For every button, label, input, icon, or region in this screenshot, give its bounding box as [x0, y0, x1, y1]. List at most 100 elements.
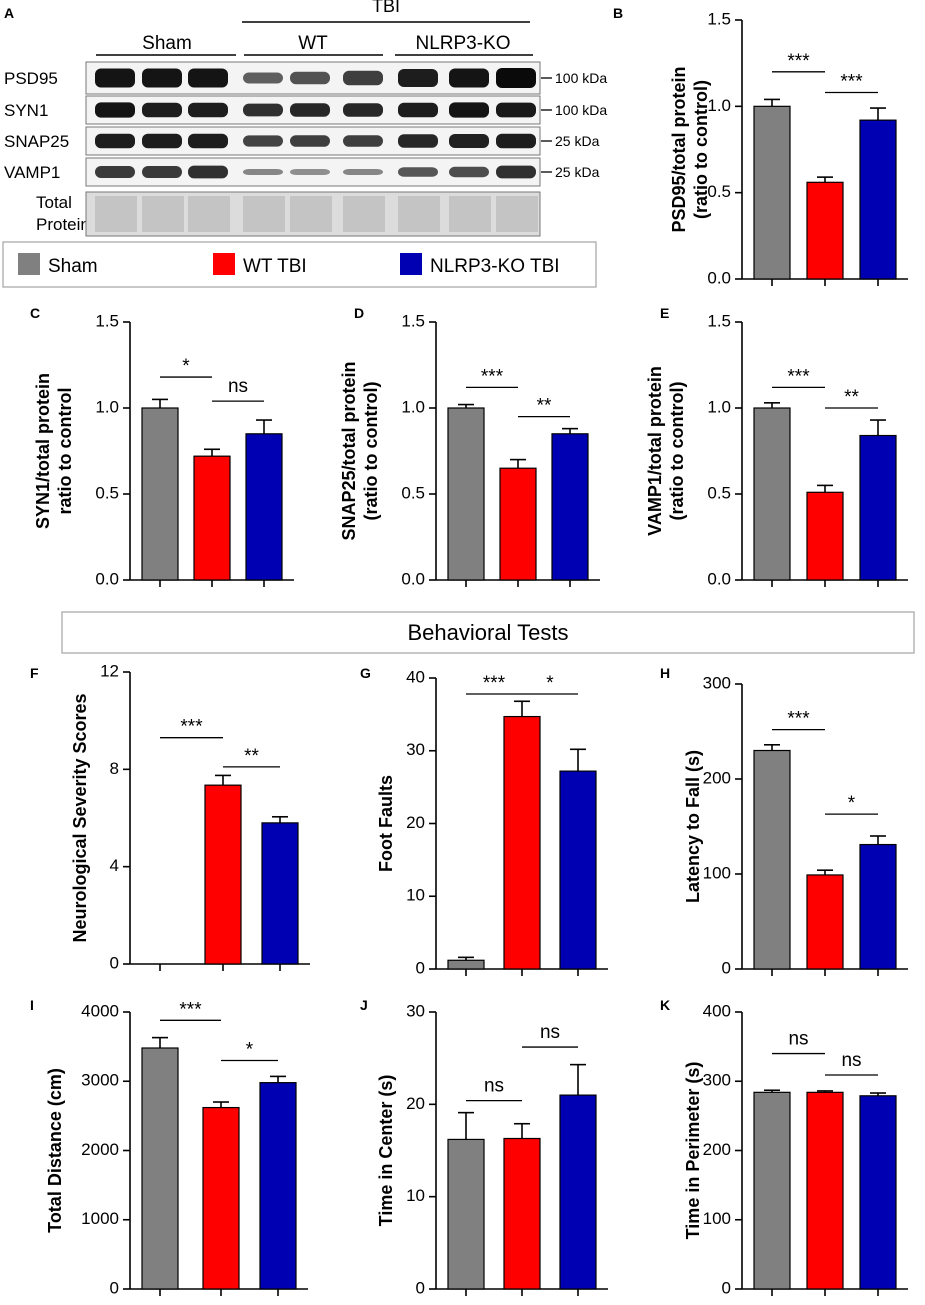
group-label-wt: WT [298, 33, 328, 54]
blot-lane [496, 196, 538, 232]
blot-row: VAMP1 25 kDa [4, 157, 600, 187]
significance-label: *** [787, 709, 810, 730]
bar-g-0 [447, 959, 485, 970]
blot-band [188, 102, 228, 118]
y-axis-label: VAMP1/total protein (ratio to control) [645, 366, 687, 536]
blot-band [243, 72, 283, 84]
blot-band [398, 102, 438, 118]
panel-letter: E [660, 305, 669, 321]
bar-c-0 [141, 407, 179, 581]
blot-band [188, 165, 228, 179]
bar-g-1 [503, 715, 541, 970]
blot-lane [243, 196, 285, 232]
blot-band [95, 102, 135, 118]
significance-label: *** [483, 673, 506, 694]
charts-group: B 0.0 0.5 1.0 1.5 PSD95/total protein (ratio t… [30, 5, 908, 1297]
y-tick-label: 0 [110, 953, 119, 972]
blot-band [496, 68, 536, 88]
group-label-nlrp3-ko: NLRP3-KO [415, 33, 510, 54]
blot-row-label: PSD95 [4, 69, 58, 88]
panel-letter: D [354, 305, 364, 321]
bar-d-1 [499, 467, 537, 581]
panel-letter: G [360, 665, 371, 681]
blot-band [188, 133, 228, 149]
blot-row: SNAP25 25 kDa [4, 126, 600, 156]
section-title: Behavioral Tests [407, 620, 568, 645]
y-tick-label: 1000 [81, 1209, 119, 1228]
blot-band [449, 166, 489, 178]
bar-i-1 [202, 1106, 240, 1290]
y-tick-label: 2000 [81, 1140, 119, 1159]
significance-label: ns [841, 1050, 861, 1071]
bar-k-2 [859, 1095, 897, 1290]
y-tick-label: 4000 [81, 1001, 119, 1020]
y-tick-label: 1.0 [707, 397, 731, 416]
blot-band [449, 102, 489, 118]
bar-g-2 [559, 770, 597, 970]
blot-band [496, 102, 536, 118]
blot-band [449, 68, 489, 88]
significance-label: ** [537, 396, 552, 417]
blot-band [290, 169, 330, 175]
legend-swatch-ko-tbi [400, 253, 422, 275]
y-tick-label: 0.5 [95, 483, 119, 502]
blot-band [449, 133, 489, 149]
blot-band [95, 133, 135, 149]
bar-k-1 [806, 1091, 844, 1290]
panel-letter: H [660, 665, 670, 681]
blot-row-label: VAMP1 [4, 163, 60, 182]
chart-panel-e: E 0.0 0.5 1.0 1.5 VAMP1/total protein (ratio t… [645, 305, 908, 588]
significance-label: ns [540, 1022, 560, 1043]
y-tick-label: 10 [406, 886, 425, 905]
blot-row: SYN1 100 kDa [4, 95, 607, 125]
y-axis-label: SYN1/total protein ratio to control [33, 373, 75, 529]
bar-e-1 [806, 491, 844, 581]
legend-label-ko-tbi: NLRP3-KO TBI [430, 256, 560, 277]
chart-panel-d: D 0.0 0.5 1.0 1.5 SNAP25/total protein (ratio … [339, 305, 600, 588]
significance-label: *** [840, 72, 863, 93]
y-tick-label: 30 [406, 1001, 425, 1020]
y-tick-label: 3000 [81, 1071, 119, 1090]
kda-label: 25 kDa [555, 133, 600, 149]
y-tick-label: 4 [110, 856, 119, 875]
panel-letter: B [613, 5, 623, 21]
tbi-group-label: TBI [372, 0, 400, 16]
significance-label: * [182, 356, 190, 377]
y-tick-label: 12 [100, 661, 119, 680]
y-axis-label: Latency to Fall (s) [683, 750, 703, 903]
bar-j-2 [559, 1094, 597, 1290]
y-axis-label: PSD95/total protein (ratio to control) [669, 66, 711, 232]
y-axis-label: Neurological Severity Scores [70, 693, 90, 942]
y-tick-label: 100 [703, 1209, 731, 1228]
y-tick-label: 200 [703, 1140, 731, 1159]
blot-band [142, 166, 182, 178]
blot-band [290, 135, 330, 147]
y-axis-label: Total Distance (cm) [45, 1068, 65, 1233]
significance-label: *** [481, 366, 504, 387]
blot-row-label: SNAP25 [4, 132, 69, 151]
blot-row-label: Total [36, 193, 72, 212]
y-axis-label: Time in Perimeter (s) [683, 1062, 703, 1240]
legend-label-sham: Sham [48, 256, 98, 277]
y-tick-label: 300 [703, 1071, 731, 1090]
significance-label: *** [179, 999, 202, 1020]
blot-row-label: SYN1 [4, 101, 48, 120]
blot-band [243, 103, 283, 117]
chart-panel-k: K 0 100 200 300 400 Time in Perimeter (s) ns ns [660, 997, 908, 1297]
blot-band [142, 68, 182, 88]
significance-label: *** [787, 51, 810, 72]
blot-row: Total Protein [36, 191, 541, 237]
legend-label-wt-tbi: WT TBI [243, 256, 307, 277]
bar-c-2 [245, 433, 283, 581]
section-banner-frame [61, 611, 915, 654]
panel-letter: F [30, 665, 39, 681]
bar-b-0 [753, 105, 791, 280]
panel-letter: K [660, 997, 670, 1013]
bar-f-1 [204, 784, 242, 965]
significance-label: * [246, 1039, 254, 1060]
y-tick-label: 10 [406, 1186, 425, 1205]
y-tick-label: 0.0 [95, 569, 119, 588]
y-tick-label: 0.0 [401, 569, 425, 588]
